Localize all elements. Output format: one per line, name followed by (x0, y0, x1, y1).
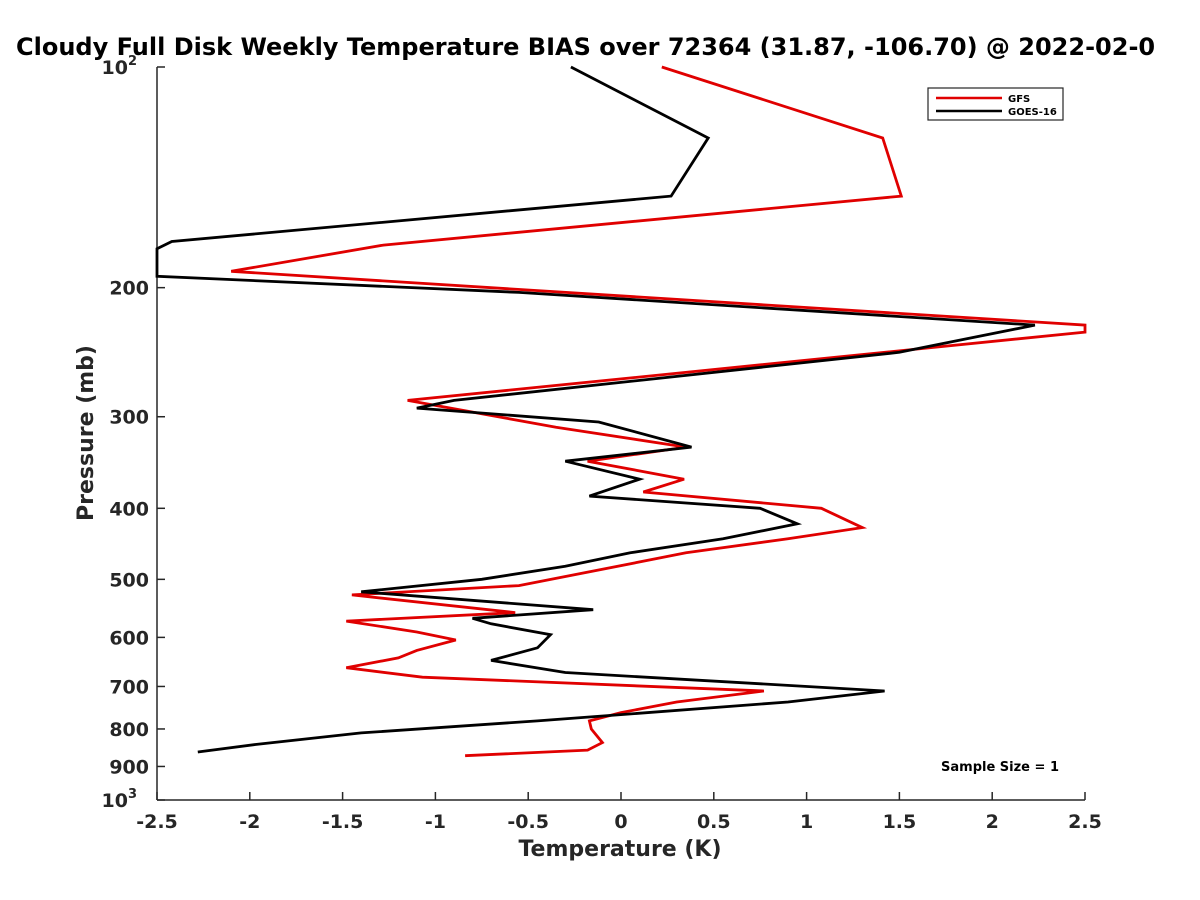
x-tick-label: 1.5 (883, 811, 917, 833)
legend: GFS GOES-16 (927, 87, 1064, 121)
legend-label: GFS (1008, 94, 1030, 105)
x-tick-label: -1.5 (322, 811, 364, 833)
sample-size-annotation: Sample Size = 1 (941, 760, 1059, 775)
y-axis-label: Pressure (mb) (74, 345, 99, 521)
x-tick-label: 2.5 (1068, 811, 1102, 833)
axes-frame (156, 67, 1085, 801)
y-axis-ticks: 102 200 300 400 500 600 700 800 900 103 (102, 54, 165, 812)
y-tick-label: 102 (102, 54, 138, 79)
y-tick-label: 300 (109, 407, 149, 429)
x-tick-label: -1 (425, 811, 446, 833)
legend-box (927, 87, 1064, 121)
x-tick-label: 0 (614, 811, 627, 833)
y-tick-label: 400 (109, 498, 149, 520)
series-layer (155, 65, 1087, 758)
y-tick-label: 103 (102, 787, 138, 812)
y-tick-label: 200 (109, 278, 149, 300)
y-tick-label: 700 (109, 676, 149, 698)
x-tick-label: -2 (239, 811, 260, 833)
y-tick-label: 500 (109, 569, 149, 591)
series-line-goes-16 (155, 65, 1036, 754)
series-line-gfs (230, 65, 1087, 758)
y-tick-label: 800 (109, 719, 149, 741)
x-axis-label: Temperature (K) (518, 837, 721, 862)
x-axis-ticks: -2.5 -2 -1.5 -1 -0.5 0 0.5 1 1.5 2 2.5 (136, 792, 1102, 833)
y-tick-label: 900 (109, 756, 149, 778)
x-tick-label: -2.5 (136, 811, 178, 833)
chart-title: Cloudy Full Disk Weekly Temperature BIAS… (16, 33, 1155, 61)
x-tick-label: 0.5 (697, 811, 731, 833)
legend-label: GOES-16 (1008, 107, 1057, 118)
x-tick-label: 2 (986, 811, 999, 833)
y-tick-label: 600 (109, 627, 149, 649)
x-tick-label: -0.5 (507, 811, 549, 833)
x-tick-label: 1 (800, 811, 813, 833)
